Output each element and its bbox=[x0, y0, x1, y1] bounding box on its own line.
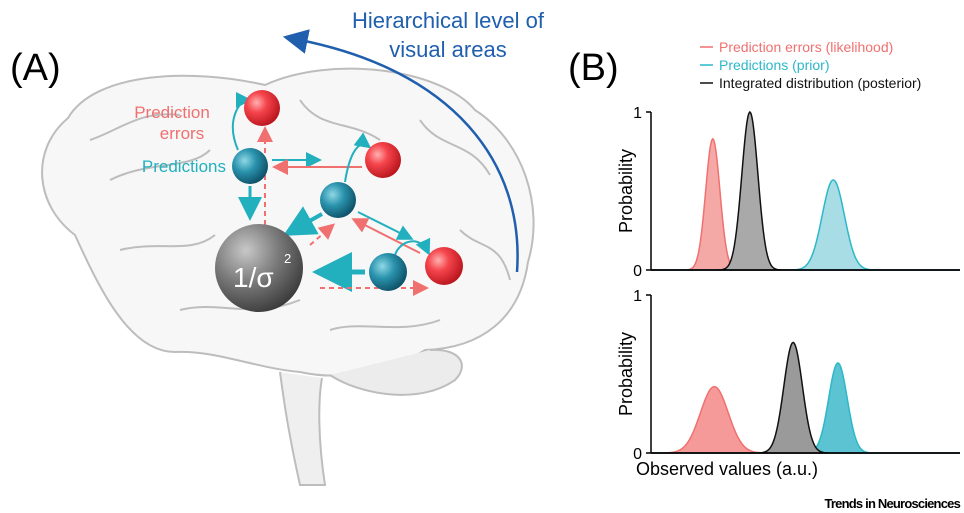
panel-label: (A) bbox=[10, 47, 61, 89]
figure: (A) Hierarchical level of visual areas P… bbox=[0, 0, 964, 513]
y-axis-label: Probability bbox=[616, 149, 636, 233]
y-tick-label: 1 bbox=[633, 288, 642, 305]
x-axis-label: Observed values (a.u.) bbox=[636, 459, 818, 479]
prediction-errors-label: Prediction bbox=[134, 103, 210, 122]
density-curve bbox=[651, 112, 960, 270]
journal-footer: Trends in Neurosciences bbox=[825, 496, 961, 511]
prediction-errors-label: errors bbox=[160, 124, 204, 143]
legend-label: Predictions (prior) bbox=[719, 57, 829, 73]
predictions-label: Predictions bbox=[142, 157, 226, 176]
hierarchy-label: visual areas bbox=[389, 37, 506, 62]
legend-label: Prediction errors (likelihood) bbox=[719, 39, 893, 55]
density-curve bbox=[651, 139, 960, 270]
precision-exponent: 2 bbox=[284, 251, 291, 266]
precision-label: 1/σ bbox=[233, 262, 274, 293]
legend-label: Integrated distribution (posterior) bbox=[719, 75, 921, 91]
y-tick-label: 1 bbox=[633, 105, 642, 122]
y-tick-label: 0 bbox=[633, 263, 642, 280]
hierarchy-label: Hierarchical level of bbox=[352, 8, 545, 33]
panel-label: (B) bbox=[568, 47, 619, 89]
y-axis-label: Probability bbox=[616, 332, 636, 416]
